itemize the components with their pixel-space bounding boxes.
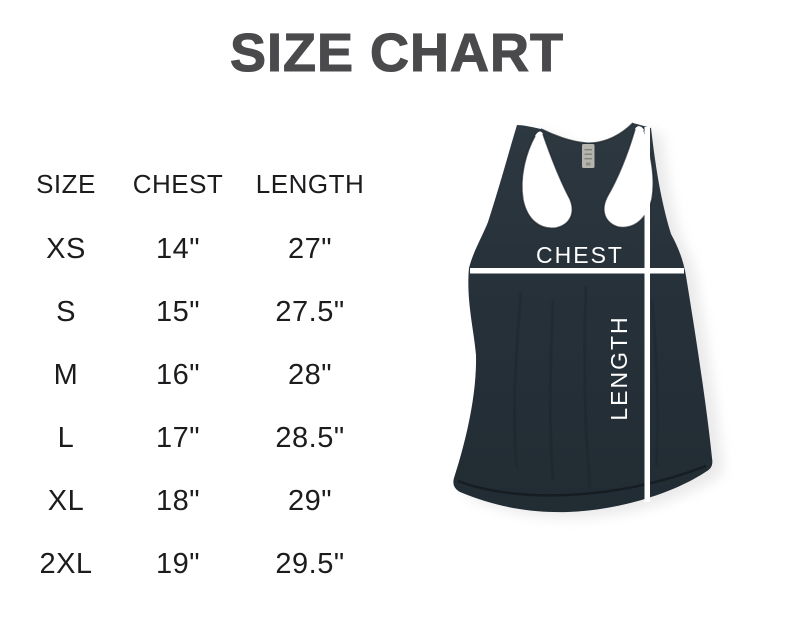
armhole-binding <box>521 122 655 229</box>
chest-measurement-line <box>470 268 684 274</box>
size-table: XS 14" 27" S 15" 27.5" M 16" 28" L 17" 2… <box>28 218 368 596</box>
tank-top-diagram: CHEST LENGTH <box>453 122 724 519</box>
tank-body <box>453 123 713 513</box>
size-cell: XS <box>46 233 86 265</box>
chest-cell: 14" <box>155 233 201 265</box>
tank-top-image <box>453 122 713 513</box>
size-cell: XL <box>47 485 85 517</box>
table-header: SIZE CHEST LENGTH <box>28 166 368 202</box>
chest-label: CHEST <box>536 242 624 268</box>
length-label: LENGTH <box>606 315 632 420</box>
chest-cell: 15" <box>155 296 201 328</box>
hem-seam <box>457 464 707 497</box>
chest-cell: 17" <box>155 422 201 454</box>
chest-cell: 19" <box>155 548 201 580</box>
length-cell: 27" <box>287 233 333 265</box>
left-armhole <box>521 131 573 229</box>
size-cell: 2XL <box>39 548 93 580</box>
size-cell: S <box>56 296 76 328</box>
length-cell: 28.5" <box>275 422 345 454</box>
neck-tag <box>582 144 595 168</box>
size-cell: M <box>53 359 79 391</box>
fabric-folds <box>512 285 660 489</box>
length-cell: 29" <box>287 485 333 517</box>
column-header-chest: CHEST <box>132 168 224 199</box>
chest-cell: 16" <box>155 359 201 391</box>
column-header-length: LENGTH <box>255 168 365 199</box>
length-measurement-line <box>644 127 650 502</box>
right-armhole <box>603 126 654 228</box>
column-header-size: SIZE <box>36 168 96 199</box>
length-cell: 27.5" <box>275 296 345 328</box>
page-title: SIZE CHART <box>229 22 564 83</box>
length-cell: 29.5" <box>275 548 345 580</box>
length-cell: 28" <box>287 359 333 391</box>
size-cell: L <box>57 422 75 454</box>
chest-cell: 18" <box>155 485 201 517</box>
